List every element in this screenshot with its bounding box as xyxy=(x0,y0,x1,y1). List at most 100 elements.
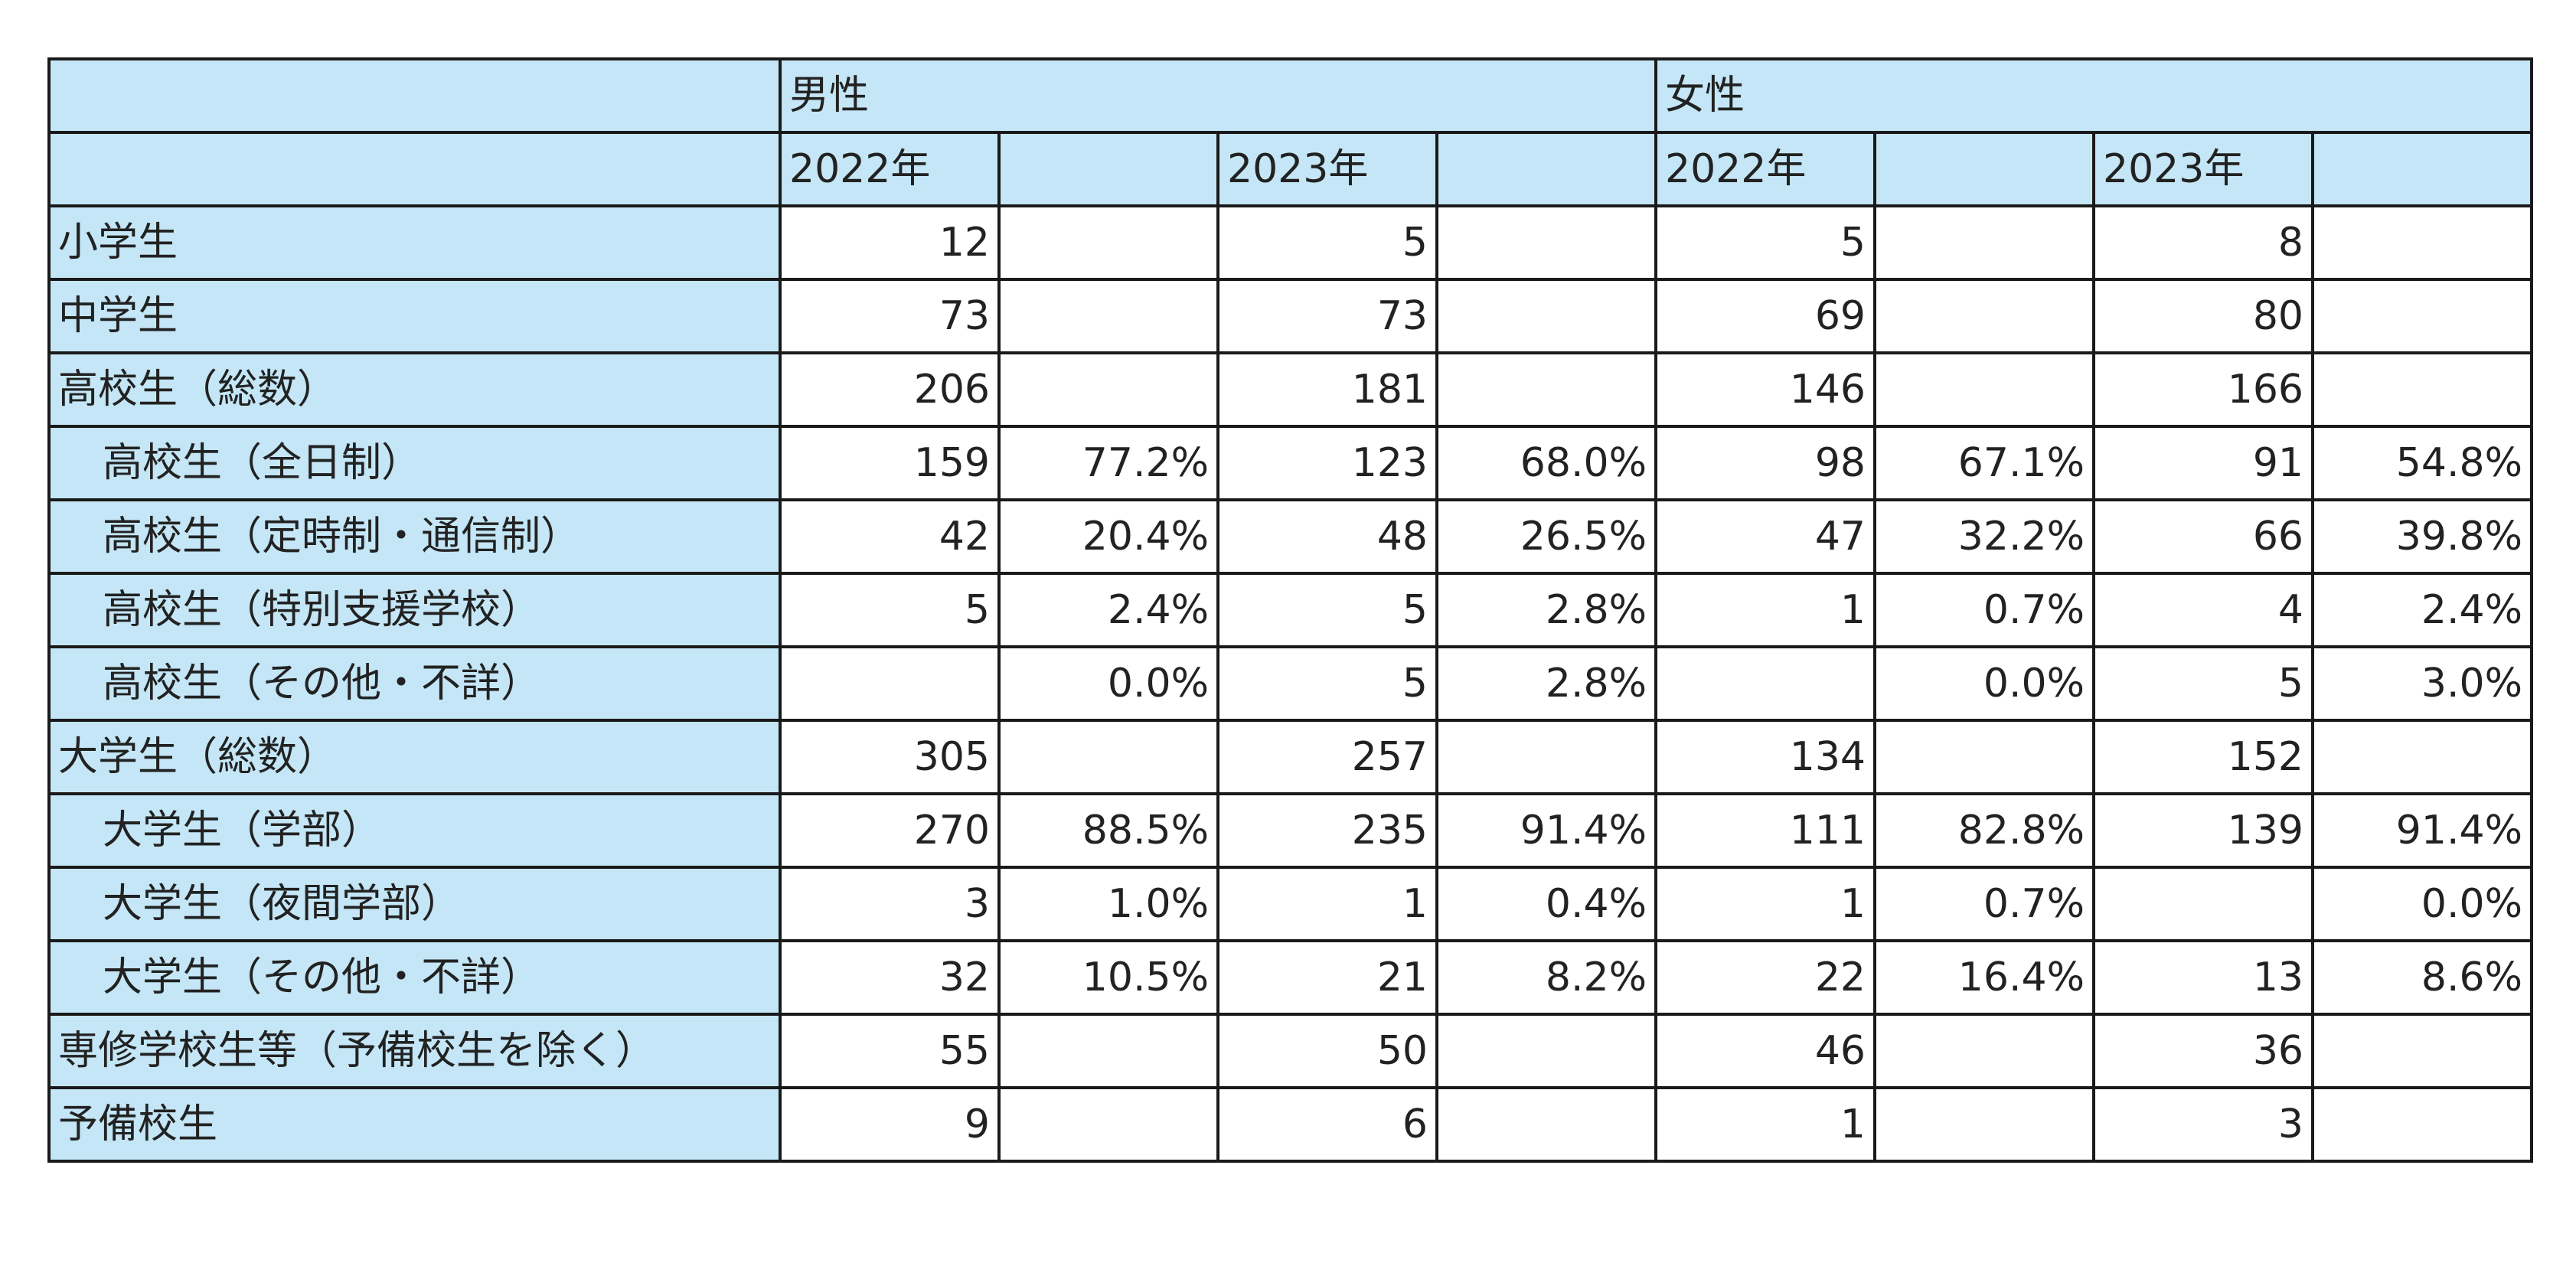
row-label: 中学生 xyxy=(47,278,782,354)
female-2023-share-cell: 39.8% xyxy=(2311,498,2533,575)
female-2023-share-cell: 3.0% xyxy=(2311,645,2533,722)
male-2022-share-cell: 10.5% xyxy=(997,939,1219,1016)
male-2023-share-cell: 91.4% xyxy=(1435,792,1657,869)
row-label: 高校生（総数） xyxy=(47,351,782,428)
female-header: 女性 xyxy=(1654,57,2533,134)
female-2023-share-cell xyxy=(2311,719,2533,795)
male-2023-count-cell: 235 xyxy=(1216,792,1438,869)
male-2023-count-cell: 123 xyxy=(1216,425,1438,501)
male-2023-share-cell xyxy=(1435,204,1657,281)
male-2022-share-cell: 1.0% xyxy=(997,866,1219,942)
male-2022-count-cell: 9 xyxy=(779,1086,1001,1163)
female-2023-count-cell: 13 xyxy=(2092,939,2314,1016)
header-row-gender: 男性 女性 xyxy=(47,57,2533,134)
row-label: 大学生（その他・不詳） xyxy=(47,939,782,1016)
male-2023-count-cell: 6 xyxy=(1216,1086,1438,1163)
male-2022-count-cell: 270 xyxy=(779,792,1001,869)
female-2022-count-cell: 69 xyxy=(1654,278,1876,354)
row-label: 予備校生 xyxy=(47,1086,782,1163)
female-2022-share-cell xyxy=(1873,719,2095,795)
female-2022-header: 2022年 xyxy=(1654,131,1876,207)
row-label: 大学生（総数） xyxy=(47,719,782,795)
header-row-year: 2022年 2023年 2022年 2023年 xyxy=(47,131,2533,207)
female-2022-count-cell: 1 xyxy=(1654,572,1876,648)
female-2023-count-cell: 36 xyxy=(2092,1013,2314,1089)
row-label: 高校生（その他・不詳） xyxy=(47,645,782,722)
female-2023-count-cell: 80 xyxy=(2092,278,2314,354)
female-2022-share-cell xyxy=(1873,1013,2095,1089)
male-2022-pct-header xyxy=(997,131,1219,207)
male-2022-count-cell: 3 xyxy=(779,866,1001,942)
row-label: 専修学校生等（予備校生を除く） xyxy=(47,1013,782,1089)
female-2023-header: 2023年 xyxy=(2092,131,2314,207)
male-2023-share-cell: 2.8% xyxy=(1435,645,1657,722)
table-row: 予備校生 9 6 1 3 xyxy=(47,1086,2533,1163)
statistics-table: 男性 女性 2022年 2023年 2022年 2023年 小学生 12 5 5 8 中学… xyxy=(47,57,2533,1163)
female-2023-count-cell: 91 xyxy=(2092,425,2314,501)
male-2023-share-cell xyxy=(1435,351,1657,428)
male-2022-count-cell: 42 xyxy=(779,498,1001,575)
female-2023-count-cell: 152 xyxy=(2092,719,2314,795)
female-2022-share-cell: 0.7% xyxy=(1873,572,2095,648)
female-2023-share-cell xyxy=(2311,204,2533,281)
female-2022-count-cell: 47 xyxy=(1654,498,1876,575)
male-2022-share-cell: 20.4% xyxy=(997,498,1219,575)
row-label: 高校生（特別支援学校） xyxy=(47,572,782,648)
male-2023-count-cell: 5 xyxy=(1216,572,1438,648)
table-row: 高校生（総数） 206 181 146 166 xyxy=(47,351,2533,428)
female-2022-count-cell: 134 xyxy=(1654,719,1876,795)
female-2022-count-cell: 111 xyxy=(1654,792,1876,869)
female-2022-share-cell xyxy=(1873,278,2095,354)
female-2022-share-cell: 32.2% xyxy=(1873,498,2095,575)
male-2023-share-cell xyxy=(1435,1013,1657,1089)
male-2022-share-cell: 77.2% xyxy=(997,425,1219,501)
male-2022-share-cell xyxy=(997,1013,1219,1089)
male-2022-count-cell: 206 xyxy=(779,351,1001,428)
male-2022-share-cell xyxy=(997,351,1219,428)
male-2023-share-cell xyxy=(1435,719,1657,795)
male-2022-share-cell: 88.5% xyxy=(997,792,1219,869)
male-2022-share-cell: 0.0% xyxy=(997,645,1219,722)
female-2022-share-cell xyxy=(1873,204,2095,281)
male-2022-header: 2022年 xyxy=(779,131,1001,207)
female-2023-count-cell: 166 xyxy=(2092,351,2314,428)
female-2023-share-cell: 54.8% xyxy=(2311,425,2533,501)
female-2022-count-cell: 1 xyxy=(1654,866,1876,942)
corner-cell xyxy=(47,57,782,134)
table-row: 小学生 12 5 5 8 xyxy=(47,204,2533,281)
male-2023-share-cell xyxy=(1435,278,1657,354)
female-2023-count-cell: 3 xyxy=(2092,1086,2314,1163)
row-label: 小学生 xyxy=(47,204,782,281)
female-2023-share-cell xyxy=(2311,278,2533,354)
female-2022-count-cell: 22 xyxy=(1654,939,1876,1016)
male-2022-count-cell: 73 xyxy=(779,278,1001,354)
male-2023-count-cell: 5 xyxy=(1216,204,1438,281)
female-2022-share-cell: 67.1% xyxy=(1873,425,2095,501)
row-label: 高校生（全日制） xyxy=(47,425,782,501)
table-row: 大学生（総数） 305 257 134 152 xyxy=(47,719,2533,795)
male-2023-count-cell: 1 xyxy=(1216,866,1438,942)
female-2022-count-cell: 98 xyxy=(1654,425,1876,501)
male-2023-count-cell: 50 xyxy=(1216,1013,1438,1089)
female-2023-count-cell xyxy=(2092,866,2314,942)
female-2022-count-cell: 46 xyxy=(1654,1013,1876,1089)
female-2022-count-cell: 5 xyxy=(1654,204,1876,281)
male-2022-count-cell: 5 xyxy=(779,572,1001,648)
female-2023-share-cell: 2.4% xyxy=(2311,572,2533,648)
male-2022-count-cell xyxy=(779,645,1001,722)
table-row: 高校生（定時制・通信制） 42 20.4% 48 26.5% 47 32.2% 66 39.8% xyxy=(47,498,2533,575)
table-row: 高校生（その他・不詳） 0.0% 5 2.8% 0.0% 5 3.0% xyxy=(47,645,2533,722)
row-label: 大学生（夜間学部） xyxy=(47,866,782,942)
table-row: 大学生（夜間学部） 3 1.0% 1 0.4% 1 0.7% 0.0% xyxy=(47,866,2533,942)
female-2022-count-cell xyxy=(1654,645,1876,722)
female-2022-share-cell: 82.8% xyxy=(1873,792,2095,869)
table-row: 専修学校生等（予備校生を除く） 55 50 46 36 xyxy=(47,1013,2533,1089)
male-2023-header: 2023年 xyxy=(1216,131,1438,207)
male-2023-pct-header xyxy=(1435,131,1657,207)
row-label: 高校生（定時制・通信制） xyxy=(47,498,782,575)
female-2023-share-cell: 8.6% xyxy=(2311,939,2533,1016)
male-2022-count-cell: 159 xyxy=(779,425,1001,501)
female-2022-share-cell: 16.4% xyxy=(1873,939,2095,1016)
male-2022-share-cell xyxy=(997,1086,1219,1163)
male-2023-share-cell xyxy=(1435,1086,1657,1163)
